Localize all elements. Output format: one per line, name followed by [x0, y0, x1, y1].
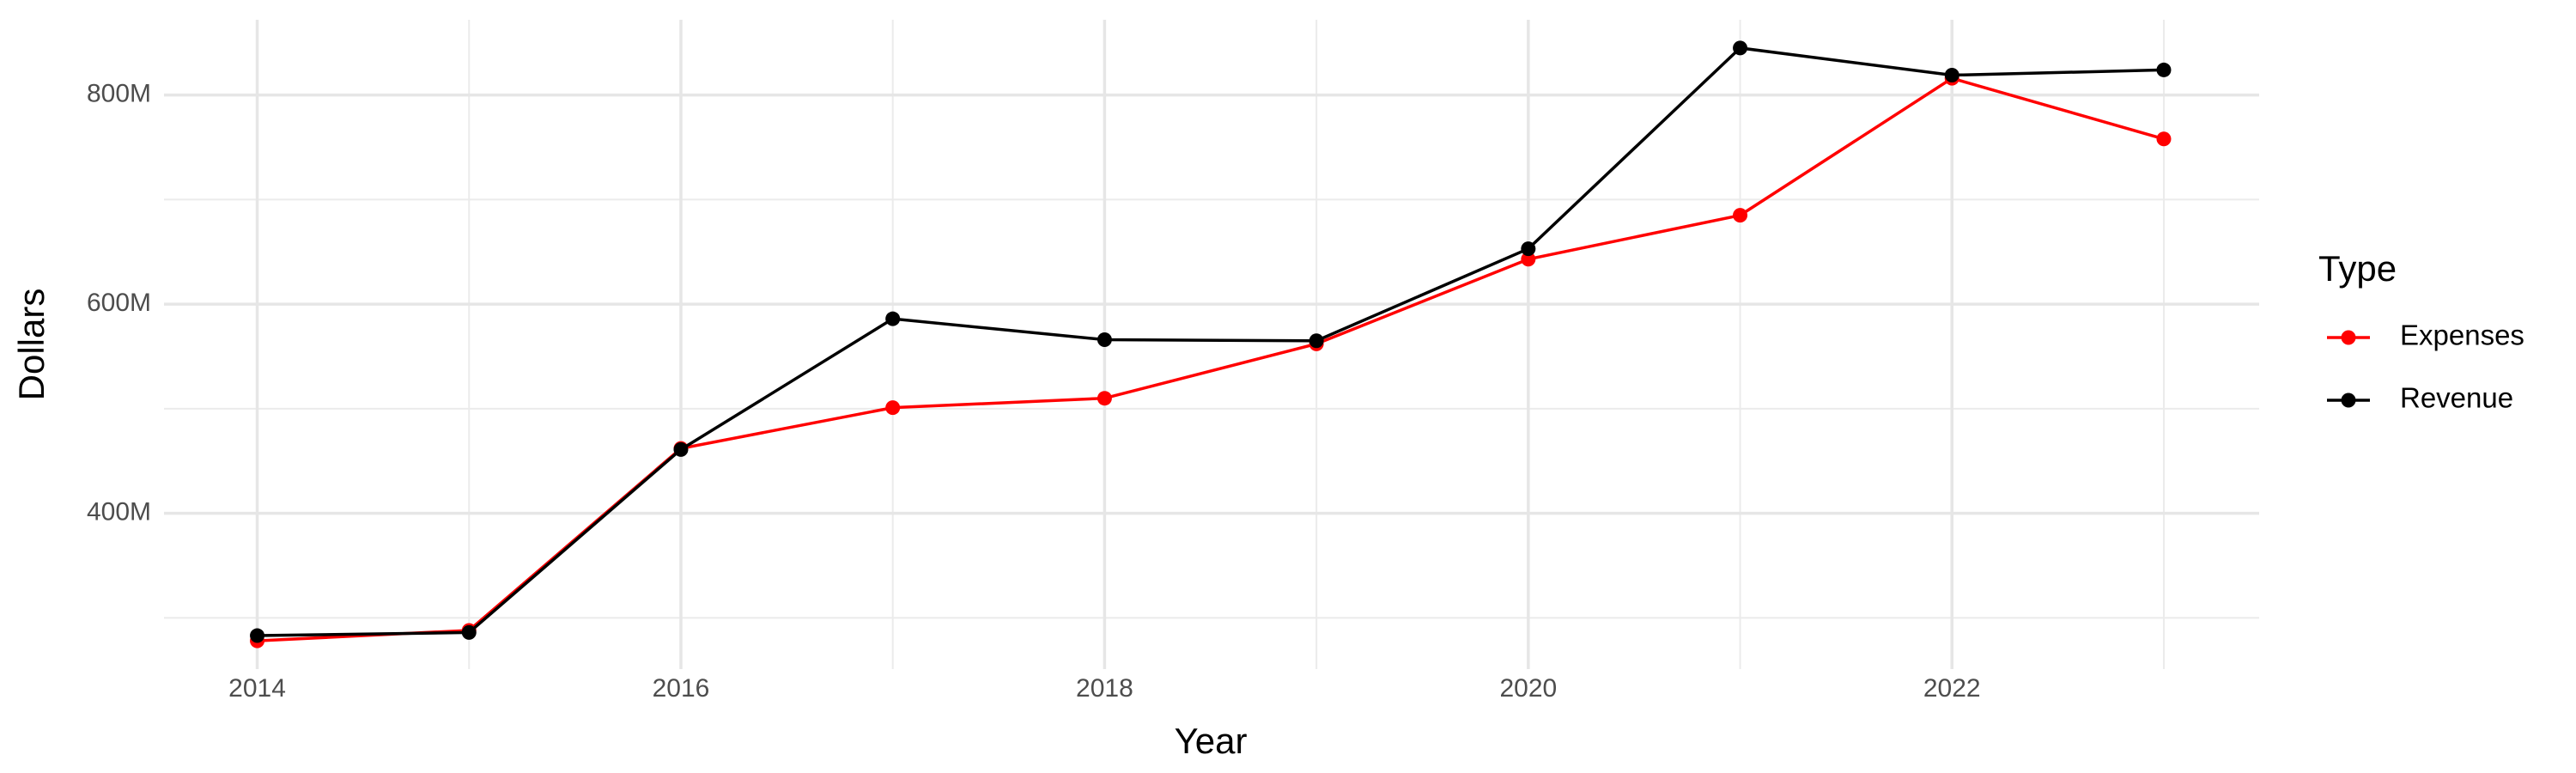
- data-point: [250, 628, 265, 643]
- data-point: [1733, 40, 1748, 56]
- x-tick-label: 2016: [653, 674, 710, 703]
- data-point: [1944, 68, 1959, 83]
- y-tick-label: 600M: [87, 289, 151, 317]
- y-tick-label: 800M: [87, 80, 151, 108]
- legend-point: [2341, 330, 2356, 345]
- y-axis-title: Dollars: [11, 289, 52, 401]
- data-point: [1097, 332, 1112, 348]
- data-point: [1521, 252, 1536, 267]
- data-point: [1521, 241, 1536, 257]
- data-point: [1309, 333, 1324, 349]
- legend-label: Expenses: [2400, 320, 2524, 351]
- series-line: [257, 46, 2165, 637]
- data-point: [673, 441, 689, 457]
- data-point: [461, 624, 477, 640]
- data-point: [2156, 131, 2172, 147]
- data-point: [1733, 208, 1748, 223]
- data-point: [885, 311, 901, 326]
- legend-label: Revenue: [2400, 382, 2513, 414]
- legend-point: [2341, 393, 2356, 408]
- x-tick-label: 2022: [1923, 674, 1981, 703]
- x-tick-label: 2014: [228, 674, 286, 703]
- legend-title: Type: [2318, 248, 2397, 289]
- x-tick-label: 2020: [1499, 674, 1557, 703]
- data-point: [1097, 391, 1112, 406]
- y-tick-label: 400M: [87, 498, 151, 526]
- x-axis-title: Year: [1175, 721, 1248, 761]
- data-point: [2156, 62, 2172, 77]
- data-point: [885, 400, 901, 416]
- x-tick-label: 2018: [1076, 674, 1133, 703]
